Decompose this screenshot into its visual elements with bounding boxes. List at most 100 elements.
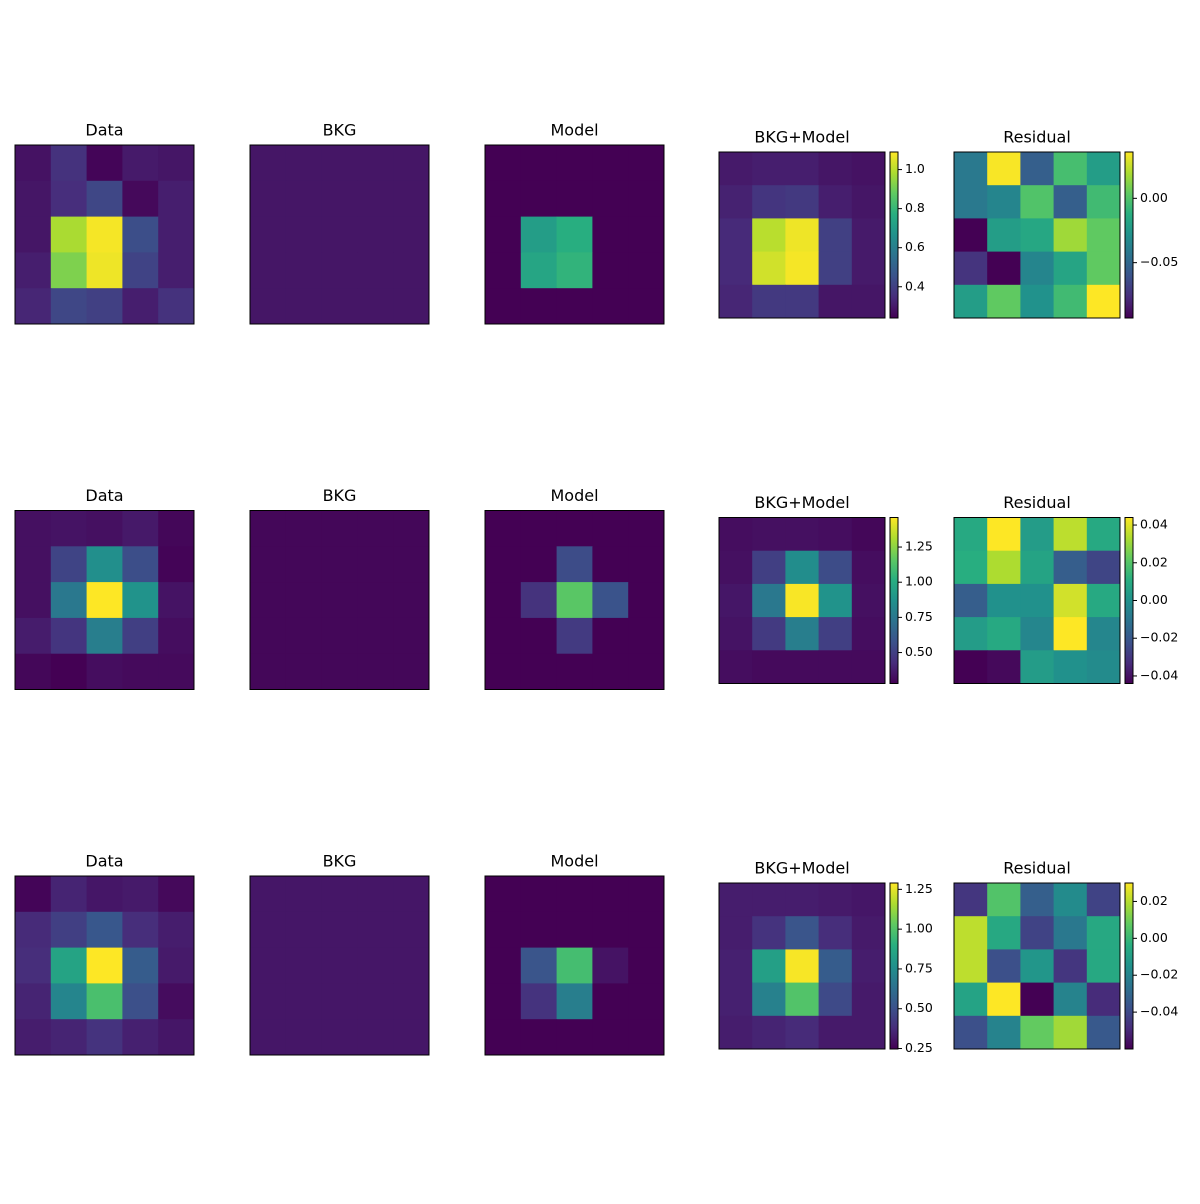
cell bbox=[785, 517, 820, 552]
cell bbox=[122, 947, 159, 984]
cell bbox=[86, 876, 123, 913]
cell bbox=[485, 947, 522, 984]
cell bbox=[285, 252, 323, 289]
cell bbox=[122, 145, 159, 182]
cell bbox=[1086, 916, 1121, 950]
cell bbox=[628, 983, 665, 1020]
cell bbox=[285, 617, 323, 655]
cell bbox=[1053, 550, 1088, 585]
cell bbox=[818, 185, 853, 219]
cell bbox=[321, 252, 358, 289]
colorbar bbox=[1124, 882, 1134, 1050]
cell bbox=[86, 983, 123, 1020]
panel-frame bbox=[953, 882, 1121, 1050]
cell bbox=[321, 947, 358, 984]
cell bbox=[321, 216, 358, 253]
cell bbox=[485, 617, 522, 655]
cell bbox=[86, 288, 123, 325]
cell bbox=[556, 546, 593, 583]
cell bbox=[1086, 883, 1121, 917]
cell bbox=[1020, 583, 1055, 618]
cell bbox=[851, 185, 886, 219]
cell bbox=[1086, 650, 1121, 684]
cell bbox=[393, 653, 430, 690]
cell bbox=[285, 582, 323, 619]
colorbar-tick-label: 0.50 bbox=[905, 644, 933, 659]
colorbar-tick-label: 0.75 bbox=[905, 609, 933, 624]
cell bbox=[556, 145, 593, 182]
cell bbox=[592, 288, 629, 325]
cell bbox=[556, 653, 593, 690]
colorbar-tick-label: 0.00 bbox=[1140, 930, 1168, 945]
cell bbox=[1086, 982, 1121, 1017]
colorbar bbox=[889, 151, 899, 319]
cell bbox=[285, 911, 323, 949]
cell bbox=[393, 180, 430, 218]
cell bbox=[592, 876, 629, 913]
panel-title: BKG+Model bbox=[754, 859, 849, 878]
cell bbox=[719, 982, 753, 1017]
cell bbox=[556, 1019, 593, 1056]
cell bbox=[987, 650, 1021, 684]
cell bbox=[393, 876, 430, 913]
cell bbox=[50, 876, 88, 913]
cell bbox=[556, 582, 593, 619]
cell bbox=[785, 583, 820, 618]
cell bbox=[520, 216, 558, 253]
cell bbox=[954, 650, 988, 684]
cell bbox=[1053, 583, 1088, 618]
cell bbox=[556, 216, 593, 253]
panel-title: Model bbox=[550, 121, 598, 140]
panel-title: Data bbox=[85, 852, 123, 871]
cell bbox=[15, 1019, 52, 1056]
cell bbox=[752, 617, 786, 651]
cell bbox=[122, 911, 159, 949]
cell bbox=[485, 911, 522, 949]
cell bbox=[752, 152, 786, 186]
cell bbox=[1086, 251, 1121, 286]
cell bbox=[50, 145, 88, 182]
cell bbox=[86, 582, 123, 619]
cell bbox=[954, 218, 988, 253]
cell bbox=[250, 546, 287, 583]
panel-frame bbox=[484, 144, 665, 325]
cell bbox=[954, 251, 988, 286]
cell bbox=[285, 546, 323, 583]
cell bbox=[1053, 251, 1088, 286]
cell bbox=[250, 252, 287, 289]
cell bbox=[851, 218, 886, 253]
cell bbox=[485, 510, 522, 547]
cell bbox=[628, 145, 665, 182]
cell bbox=[15, 145, 52, 182]
cell bbox=[158, 252, 195, 289]
cell bbox=[719, 185, 753, 219]
cell bbox=[954, 883, 988, 917]
cell bbox=[752, 550, 786, 585]
cell bbox=[719, 883, 753, 917]
cell bbox=[393, 582, 430, 619]
panel-frame bbox=[249, 144, 430, 325]
cell bbox=[818, 251, 853, 286]
cell bbox=[15, 216, 52, 253]
cell bbox=[393, 145, 430, 182]
cell bbox=[520, 1019, 558, 1056]
cell bbox=[1053, 982, 1088, 1017]
colorbar bbox=[889, 882, 899, 1050]
cell bbox=[15, 180, 52, 218]
panel-title: Residual bbox=[1003, 128, 1071, 147]
cell bbox=[15, 252, 52, 289]
cell bbox=[520, 617, 558, 655]
cell bbox=[1053, 949, 1088, 984]
cell bbox=[851, 650, 886, 684]
cell bbox=[158, 876, 195, 913]
cell bbox=[851, 583, 886, 618]
cell bbox=[818, 583, 853, 618]
cell bbox=[719, 617, 753, 651]
cell bbox=[752, 583, 786, 618]
cell bbox=[818, 883, 853, 917]
colorbar-tick-label: 0.02 bbox=[1140, 554, 1168, 569]
colorbar-tick-label: 0.6 bbox=[905, 239, 925, 254]
cell bbox=[485, 145, 522, 182]
cell bbox=[250, 288, 287, 325]
cell bbox=[357, 617, 394, 655]
